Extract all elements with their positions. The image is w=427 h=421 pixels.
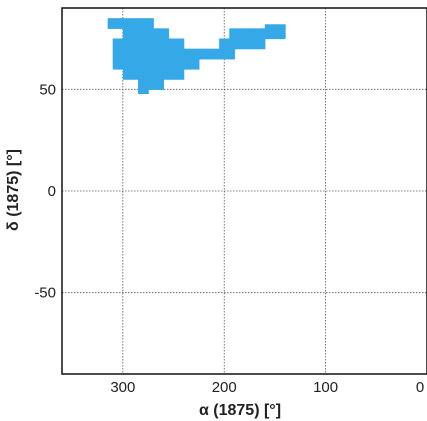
x-axis-title: α (1875) [°] [199, 402, 281, 419]
region-cell [174, 49, 190, 60]
region-cell [143, 39, 159, 50]
region-cell [189, 59, 200, 70]
region-cell [113, 49, 129, 60]
region-cell [143, 59, 159, 70]
region-cell [219, 39, 235, 50]
region-cell [153, 69, 169, 80]
region-cell [138, 79, 154, 90]
region-cell [189, 49, 205, 60]
region-cell [123, 69, 139, 80]
region-cell [138, 28, 154, 39]
region-cell [234, 39, 250, 50]
x-tick-label: 200 [212, 379, 237, 396]
region-cell [138, 18, 154, 29]
region-cell [153, 28, 169, 39]
x-tick-labels: 300 200 100 0 [110, 379, 424, 396]
region-cell [138, 69, 154, 80]
region-cell [204, 49, 220, 60]
x-tick-label: 0 [416, 379, 424, 396]
x-tick-label: 300 [110, 379, 135, 396]
region-cell [128, 49, 144, 60]
region-cell [168, 69, 184, 80]
region-cell [123, 28, 139, 39]
sky-coverage-region [108, 18, 286, 94]
region-cell [113, 39, 129, 50]
x-tick-label: 100 [313, 379, 338, 396]
region-cell [128, 59, 144, 70]
region-cell [158, 39, 174, 50]
y-tick-label: -50 [34, 285, 56, 302]
region-cell [219, 49, 235, 60]
y-axis-title: δ (1875) [°] [5, 149, 22, 231]
region-cell [158, 49, 174, 60]
y-tick-label: 0 [48, 183, 56, 200]
region-cell [113, 59, 129, 70]
region-cell [143, 49, 159, 60]
region-cell [174, 39, 185, 50]
region-cell [250, 28, 266, 39]
region-cell [265, 28, 286, 39]
region-cell [158, 59, 174, 70]
region-cell [108, 18, 124, 29]
region-cell [138, 89, 149, 94]
region-cell [250, 39, 266, 50]
y-tick-labels: 50 0 -50 [34, 81, 56, 301]
region-cell [265, 24, 286, 29]
y-tick-label: 50 [39, 81, 56, 98]
region-cell [123, 18, 139, 29]
region-cell [128, 39, 144, 50]
region-cell [153, 79, 164, 90]
region-cell [229, 28, 250, 39]
region-cell [174, 59, 190, 70]
